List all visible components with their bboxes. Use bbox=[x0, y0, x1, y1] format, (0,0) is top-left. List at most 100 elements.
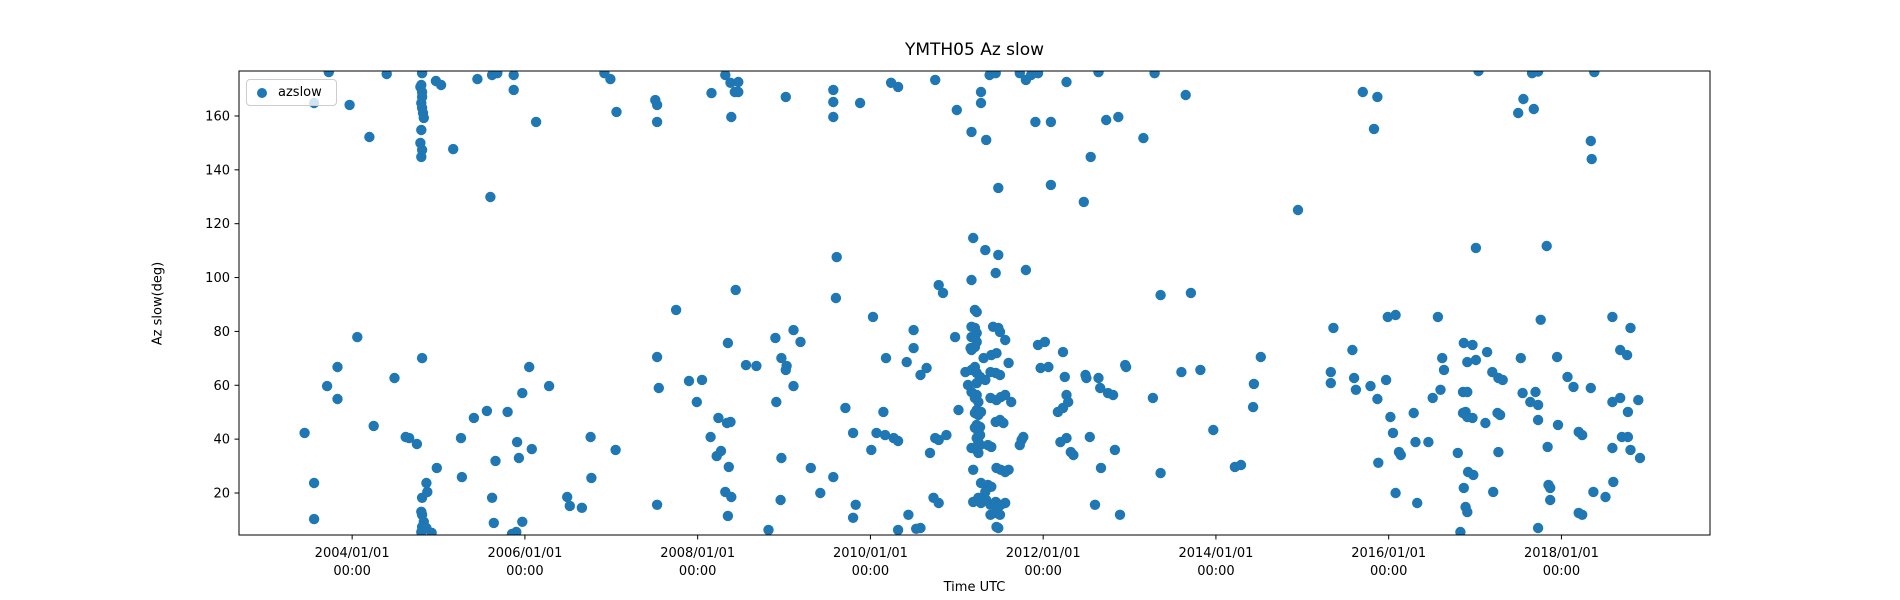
data-point bbox=[1093, 71, 1104, 78]
data-point bbox=[828, 96, 839, 108]
data-point bbox=[1607, 396, 1618, 408]
data-point bbox=[1006, 396, 1017, 408]
data-point bbox=[456, 471, 468, 483]
data-point bbox=[1586, 153, 1597, 165]
data-point bbox=[1061, 76, 1072, 88]
data-point bbox=[980, 244, 991, 256]
data-point bbox=[953, 404, 964, 416]
data-point bbox=[847, 427, 859, 439]
data-point bbox=[308, 513, 320, 525]
data-point bbox=[776, 452, 787, 464]
data-point bbox=[485, 191, 496, 203]
data-point bbox=[930, 74, 941, 86]
data-point bbox=[1467, 339, 1478, 351]
data-point bbox=[966, 344, 977, 356]
data-point bbox=[850, 499, 861, 510]
x-tick-label: 2008/01/01 bbox=[660, 546, 735, 561]
data-point bbox=[1633, 394, 1644, 406]
y-axis-label: Az slow(deg) bbox=[150, 261, 166, 346]
y-tick-label: 20 bbox=[213, 486, 230, 501]
x-tick-label: 00:00 bbox=[1197, 564, 1234, 579]
data-point bbox=[815, 487, 826, 499]
data-point bbox=[1621, 349, 1633, 361]
y-tick-label: 60 bbox=[213, 379, 230, 394]
data-point bbox=[892, 435, 904, 447]
data-point bbox=[1589, 71, 1600, 78]
data-point bbox=[1541, 240, 1552, 252]
data-point bbox=[1057, 402, 1069, 414]
data-point bbox=[490, 455, 501, 467]
data-point bbox=[854, 97, 866, 109]
data-point bbox=[416, 71, 428, 79]
data-point bbox=[1455, 526, 1466, 535]
data-point bbox=[880, 352, 892, 364]
data-point bbox=[1138, 132, 1149, 144]
data-point bbox=[416, 151, 427, 163]
data-point bbox=[908, 342, 919, 354]
data-point bbox=[368, 420, 379, 432]
data-point bbox=[1525, 396, 1536, 408]
data-point bbox=[1185, 287, 1197, 299]
data-point bbox=[1093, 372, 1104, 384]
data-point bbox=[993, 249, 1004, 261]
data-point bbox=[683, 375, 695, 387]
data-point bbox=[1176, 366, 1187, 378]
data-point bbox=[576, 502, 588, 513]
data-point bbox=[426, 527, 437, 535]
data-point bbox=[421, 477, 432, 489]
data-point bbox=[364, 131, 375, 143]
data-point bbox=[1625, 444, 1636, 456]
data-point bbox=[1078, 196, 1090, 208]
data-point bbox=[1551, 351, 1563, 363]
data-point bbox=[915, 369, 926, 381]
data-point bbox=[830, 292, 842, 304]
data-point bbox=[508, 71, 519, 81]
data-point bbox=[1585, 382, 1597, 394]
data-point bbox=[788, 380, 799, 392]
data-point bbox=[611, 106, 622, 118]
data-point bbox=[435, 79, 447, 91]
data-point bbox=[1585, 135, 1597, 147]
data-point bbox=[431, 462, 442, 474]
data-point bbox=[726, 111, 737, 123]
y-tick-label: 140 bbox=[205, 163, 230, 178]
x-axis-label: Time UTC bbox=[943, 580, 1006, 595]
data-point bbox=[1155, 289, 1166, 301]
data-point bbox=[299, 427, 310, 439]
data-point bbox=[1542, 441, 1553, 453]
data-point bbox=[1147, 392, 1159, 404]
data-point bbox=[416, 352, 428, 364]
data-point bbox=[969, 361, 981, 373]
data-point bbox=[763, 524, 774, 535]
data-point bbox=[990, 267, 1001, 279]
data-point bbox=[1408, 407, 1419, 419]
data-point bbox=[1458, 482, 1470, 494]
x-tick-label: 00:00 bbox=[679, 564, 716, 579]
data-point bbox=[1003, 357, 1014, 369]
data-point bbox=[1532, 71, 1544, 77]
x-tick-label: 00:00 bbox=[1543, 564, 1580, 579]
data-point bbox=[1481, 346, 1493, 358]
x-tick-label: 2006/01/01 bbox=[487, 546, 562, 561]
data-point bbox=[730, 284, 741, 296]
legend: azslow bbox=[246, 79, 337, 106]
y-tick-label: 80 bbox=[213, 325, 230, 340]
x-tick-label: 00:00 bbox=[1024, 564, 1061, 579]
data-point bbox=[1357, 86, 1369, 98]
data-point bbox=[840, 402, 851, 414]
x-tick-label: 2004/01/01 bbox=[315, 546, 390, 561]
data-point bbox=[651, 351, 663, 363]
plot-border bbox=[238, 70, 1711, 536]
data-point bbox=[1562, 371, 1573, 383]
data-point bbox=[971, 306, 982, 318]
data-point bbox=[1235, 459, 1247, 471]
x-tick-label: 2010/01/01 bbox=[833, 546, 908, 561]
data-point bbox=[332, 361, 343, 373]
data-point bbox=[1462, 356, 1473, 368]
data-point bbox=[1032, 71, 1044, 79]
data-point bbox=[1622, 406, 1634, 418]
data-point bbox=[308, 477, 320, 489]
data-point bbox=[722, 510, 734, 522]
data-point bbox=[1545, 494, 1556, 506]
data-point bbox=[981, 134, 992, 146]
